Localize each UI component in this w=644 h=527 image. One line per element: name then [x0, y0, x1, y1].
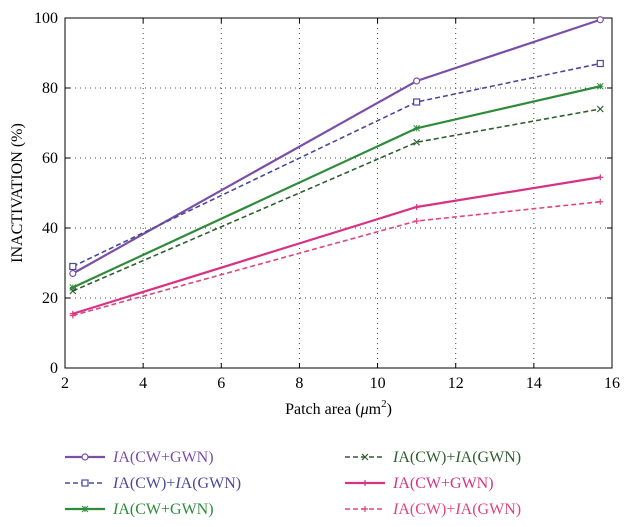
square-marker — [69, 262, 77, 271]
x-tick-label: 4 — [139, 375, 147, 392]
y-tick-label: 0 — [50, 360, 58, 377]
series-line — [72, 85, 601, 289]
legend-label-italic: I — [174, 475, 181, 492]
series-1 — [69, 16, 604, 278]
x-marker — [361, 453, 369, 461]
legend-label-text: A(CW+GWN) — [118, 449, 213, 466]
plus-marker — [69, 312, 76, 319]
legend-label-text: A(CW+GWN) — [398, 475, 493, 492]
x-tick-label: 14 — [526, 375, 542, 392]
square-marker — [81, 479, 89, 487]
series-line — [72, 200, 601, 317]
legend-label-text: A(CW)+ — [118, 475, 175, 492]
series-line — [72, 18, 601, 275]
plus-marker — [413, 218, 420, 224]
legend-item-5: IA(CW+GWN) — [345, 475, 494, 492]
legend-label-italic: I — [454, 501, 461, 518]
y-tick-label: 100 — [34, 10, 58, 27]
x-axis-label-unit: m — [369, 401, 382, 418]
series-3 — [69, 82, 604, 291]
square-marker — [596, 59, 604, 68]
series-lines — [69, 16, 604, 319]
plus-marker — [413, 204, 420, 210]
axis-ticks: 2 4 6 8 10 12 14 16 0 20 40 60 80 100 — [34, 10, 620, 392]
y-axis-label: INACTIVATION (%) — [9, 123, 26, 263]
circle-marker — [81, 453, 89, 461]
y-tick-label: 80 — [42, 80, 58, 97]
legend-label-text: A(CW+GWN) — [118, 501, 213, 518]
legend-label-text: A(GWN) — [461, 501, 521, 518]
legend-label-text: A(CW)+ — [398, 501, 455, 518]
legend-label-italic: I — [392, 475, 399, 492]
square-marker — [413, 98, 421, 106]
plus-marker — [597, 174, 604, 181]
circle-marker — [69, 269, 77, 278]
x-marker — [69, 287, 77, 295]
legend-label-italic: I — [112, 501, 119, 518]
x-tick-label: 12 — [448, 375, 464, 392]
asterisk-marker — [69, 284, 77, 291]
series-4 — [69, 105, 604, 295]
legend-item-2: IA(CW)+IA(GWN) — [65, 475, 241, 492]
plot-frame — [64, 17, 613, 369]
plus-marker — [362, 480, 368, 486]
legend-item-1: IA(CW+GWN) — [65, 449, 214, 466]
legend: IA(CW+GWN)IA(CW)+IA(GWN)IA(CW+GWN)IA(CW)… — [65, 449, 521, 518]
x-marker — [596, 105, 604, 113]
x-tick-label: 6 — [217, 375, 225, 392]
x-marker — [413, 138, 421, 146]
asterisk-marker — [596, 82, 604, 90]
x-axis-label-mu: μ — [360, 401, 369, 418]
legend-label: IA(CW+GWN) — [112, 501, 214, 518]
x-axis-label-prefix: Patch area ( — [285, 401, 361, 418]
legend-label-italic: I — [112, 449, 119, 466]
legend-label-italic: I — [392, 449, 399, 466]
legend-item-3: IA(CW+GWN) — [65, 501, 214, 518]
legend-label-text: A(GWN) — [461, 449, 521, 466]
legend-item-4: IA(CW)+IA(GWN) — [345, 449, 521, 466]
y-tick-label: 20 — [42, 290, 58, 307]
series-line — [72, 108, 601, 292]
y-tick-label: 60 — [42, 150, 58, 167]
x-axis-label-suffix: ) — [387, 401, 392, 418]
x-tick-label: 2 — [61, 375, 69, 392]
series-2 — [69, 59, 604, 271]
asterisk-marker — [81, 505, 89, 513]
legend-label: IA(CW)+IA(GWN) — [392, 449, 521, 466]
legend-label-italic: I — [392, 501, 399, 518]
legend-label: IA(CW+GWN) — [112, 449, 214, 466]
circle-marker — [413, 77, 421, 85]
grid — [65, 18, 612, 368]
circle-marker — [596, 16, 604, 24]
legend-label-text: A(GWN) — [181, 475, 241, 492]
y-tick-label: 40 — [42, 220, 58, 237]
legend-label-italic: I — [112, 475, 119, 492]
plus-marker — [597, 198, 604, 205]
legend-item-6: IA(CW)+IA(GWN) — [345, 501, 521, 518]
legend-label-text: A(CW)+ — [398, 449, 455, 466]
legend-label: IA(CW)+IA(GWN) — [392, 501, 521, 518]
series-6 — [69, 198, 604, 319]
x-axis-label: Patch area (μm2) — [285, 398, 392, 418]
series-5 — [69, 174, 604, 317]
plus-marker — [362, 506, 368, 512]
legend-label: IA(CW)+IA(GWN) — [112, 475, 241, 492]
legend-label: IA(CW+GWN) — [392, 475, 494, 492]
legend-label-italic: I — [454, 449, 461, 466]
x-tick-label: 10 — [370, 375, 386, 392]
asterisk-marker — [413, 124, 420, 132]
series-line — [72, 62, 601, 268]
x-axis-label-exponent: 2 — [381, 398, 387, 410]
x-tick-label: 8 — [295, 375, 303, 392]
x-tick-label: 16 — [604, 375, 620, 392]
